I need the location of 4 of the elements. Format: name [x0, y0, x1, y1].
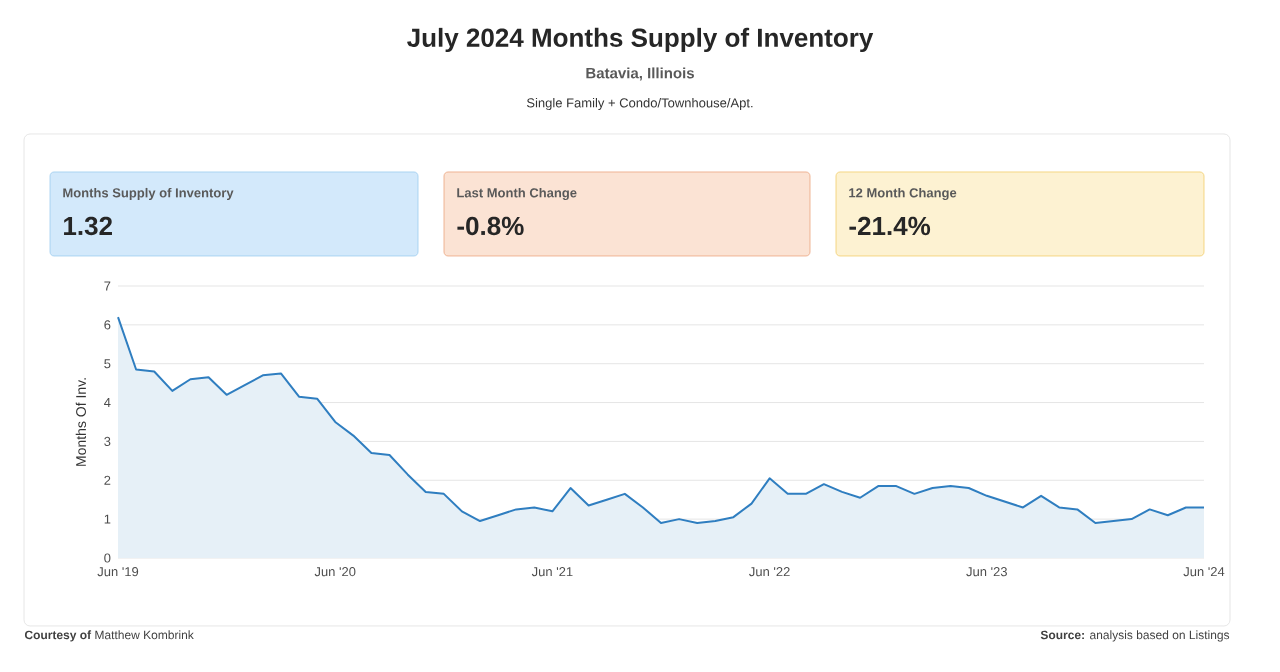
text: -0.8% — [457, 216, 524, 236]
text: 1.32 — [64, 216, 112, 236]
text: -21.4% — [849, 216, 931, 236]
chart-title: July 2024 Months Supply of Inventory — [407, 27, 874, 53]
